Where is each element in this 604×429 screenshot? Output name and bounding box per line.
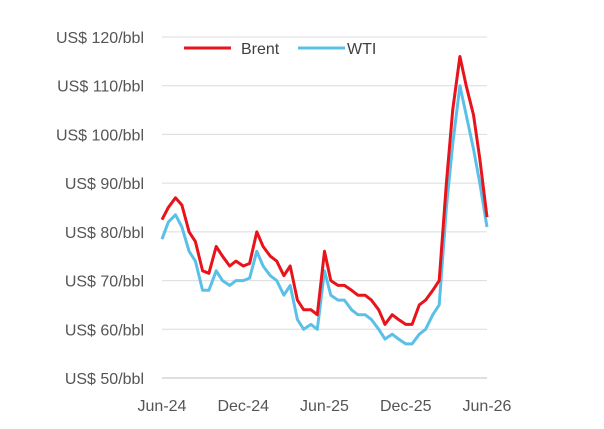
gridlines (162, 36, 487, 330)
x-tick-label: Dec-25 (380, 398, 432, 415)
x-axis-tick-labels: Jun-24 Dec-24 Jun-25 Dec-25 Jun-26 (138, 398, 512, 415)
y-tick-label: US$ 70/bbl (65, 274, 144, 291)
y-tick-label: US$ 80/bbl (65, 225, 144, 242)
y-tick-label: US$ 120/bbl (56, 30, 144, 47)
x-tick-label: Jun-24 (138, 398, 187, 415)
y-tick-label: US$ 110/bbl (57, 79, 144, 96)
y-tick-label: US$ 100/bbl (56, 127, 144, 144)
y-axis-tick-labels: US$ 50/bbl US$ 60/bbl US$ 70/bbl US$ 80/bbl… (56, 30, 144, 388)
series-line-wti (160, 84, 489, 346)
legend: Brent WTI (184, 41, 376, 58)
y-tick-label: US$ 60/bbl (65, 322, 144, 339)
legend-label-wti: WTI (347, 41, 376, 58)
series-lines (160, 55, 489, 346)
series-line-brent (160, 55, 489, 326)
legend-label-brent: Brent (241, 41, 280, 58)
y-tick-label: US$ 50/bbl (65, 371, 144, 388)
y-tick-label: US$ 90/bbl (65, 176, 144, 193)
x-tick-label: Dec-24 (217, 398, 269, 415)
x-tick-label: Jun-26 (463, 398, 512, 415)
x-tick-label: Jun-25 (300, 398, 349, 415)
